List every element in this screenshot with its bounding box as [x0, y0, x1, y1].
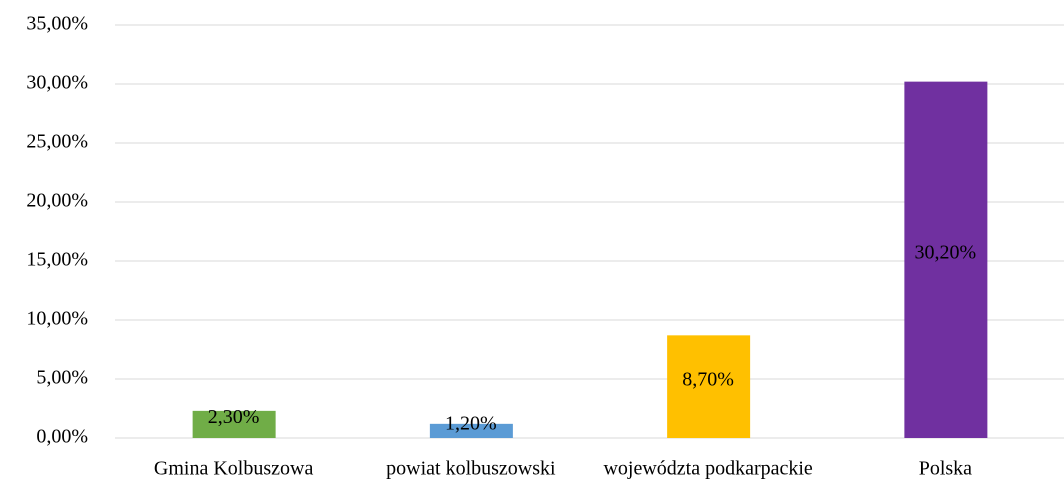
data-label: 2,30%: [208, 406, 260, 428]
data-label: 8,70%: [682, 368, 734, 390]
y-tick-label: 10,00%: [26, 308, 88, 330]
x-tick-label: Gmina Kolbuszowa: [154, 458, 314, 480]
y-tick-label: 15,00%: [26, 249, 88, 271]
x-tick-label: powiat kolbuszowski: [386, 458, 556, 480]
y-tick-label: 25,00%: [26, 131, 88, 153]
y-tick-label: 0,00%: [36, 426, 88, 448]
bar: [192, 410, 276, 438]
y-tick-label: 30,00%: [26, 72, 88, 94]
bar: [667, 335, 751, 438]
y-tick-label: 20,00%: [26, 190, 88, 212]
y-tick-label: 35,00%: [26, 13, 88, 35]
bar: [904, 81, 988, 438]
bar: [429, 423, 513, 438]
y-tick-label: 5,00%: [36, 367, 88, 389]
data-label: 30,20%: [915, 241, 977, 263]
x-tick-label: województa podkarpackie: [603, 458, 812, 480]
data-label: 1,20%: [445, 413, 497, 435]
x-tick-label: Polska: [919, 458, 972, 480]
